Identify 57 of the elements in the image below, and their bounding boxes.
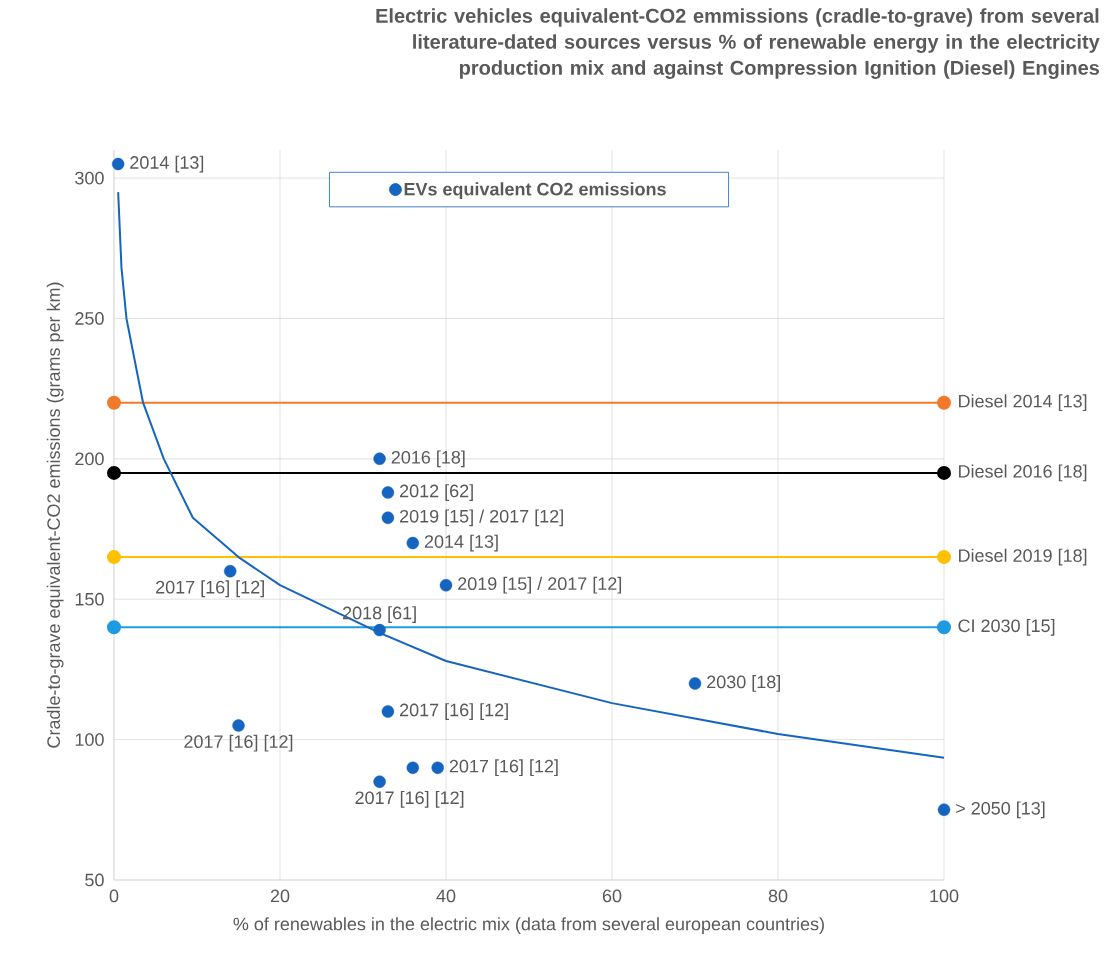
- point: [937, 395, 952, 410]
- point: [381, 486, 395, 499]
- annotation: > 2050 [13]: [956, 801, 1045, 819]
- point: [224, 564, 237, 578]
- x-tick-label: 60: [602, 889, 622, 903]
- annotation: 2014 [13]: [424, 534, 498, 552]
- point: [107, 465, 121, 480]
- point: [406, 761, 419, 774]
- annotation: 2017 [16] [12]: [184, 734, 293, 752]
- point: [406, 536, 419, 550]
- point: [937, 803, 951, 817]
- annotation: 2018 [61]: [342, 606, 416, 623]
- legend-label: EVs equivalent CO2 emissions: [404, 182, 666, 200]
- annotation: 2019 [15] / 2017 [12]: [400, 509, 563, 527]
- annotation: 2017 [16] [12]: [156, 580, 264, 598]
- chart-title: Electric vehicles equivalent-CO2 emmissions (cradle-to-grave) from several literature-dated sources versus % of renewable energy in the electricity production mix and against Compression Ignition (Diesel) Engines: [376, 8, 1100, 79]
- y-tick-label: 50: [85, 873, 104, 887]
- point: [937, 465, 952, 480]
- x-tick-label: 40: [436, 889, 456, 903]
- annotation: 2012 [62]: [400, 484, 473, 501]
- annotation: 2030 [18]: [707, 675, 780, 692]
- annotation: 2017 [16] [12]: [449, 759, 558, 777]
- series-label: Diesel 2016 [18]: [959, 464, 1087, 482]
- point: [381, 511, 395, 525]
- point: [373, 775, 386, 788]
- point: [937, 620, 952, 635]
- series-label: CI 2030 [15]: [958, 618, 1055, 636]
- annotation: 2016 [18]: [391, 450, 465, 468]
- point: [107, 620, 121, 635]
- point: [111, 157, 125, 171]
- y-tick-label: 100: [75, 733, 104, 746]
- x-tick-label: 0: [109, 889, 119, 903]
- annotation: 2019 [15] / 2017 [12]: [458, 576, 622, 594]
- x-tick-label: 80: [768, 889, 788, 903]
- point: [107, 550, 121, 565]
- point: [373, 452, 386, 466]
- point: [373, 623, 386, 637]
- point: [107, 395, 121, 410]
- x-tick-label: 100: [930, 889, 959, 903]
- point: [381, 705, 395, 718]
- y-tick-label: 250: [75, 312, 104, 325]
- point: [431, 761, 444, 774]
- annotation: 2014 [13]: [130, 155, 204, 173]
- point: [688, 677, 702, 690]
- y-tick-label: 200: [75, 452, 104, 466]
- point: [937, 550, 952, 565]
- y-axis-title: Cradle-to-grave equivalent-CO2 emissions (grams per km): [46, 282, 64, 748]
- annotation: 2017 [16] [12]: [400, 703, 508, 720]
- series-label: Diesel 2019 [18]: [959, 548, 1087, 566]
- x-axis-title: % of renewables in the electric mix (data from several european countries): [233, 917, 824, 934]
- x-tick-label: 20: [270, 889, 290, 903]
- y-tick-label: 300: [75, 171, 104, 185]
- point: [232, 719, 245, 732]
- annotation: 2017 [16] [12]: [355, 790, 464, 808]
- series-label: Diesel 2014 [13]: [959, 394, 1087, 412]
- point: [439, 578, 453, 592]
- y-tick-label: 150: [75, 592, 104, 606]
